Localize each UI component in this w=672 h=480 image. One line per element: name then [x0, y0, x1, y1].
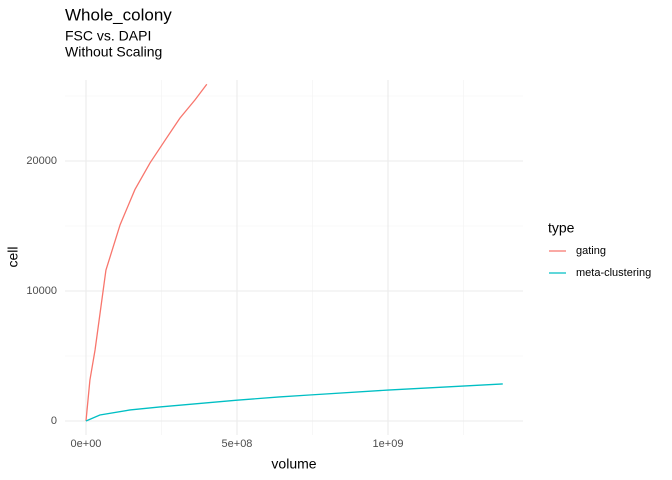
chart-subtitle: FSC vs. DAPI — [65, 28, 151, 44]
grid — [65, 80, 523, 435]
legend-label: gating — [576, 245, 606, 257]
y-tick-label: 10000 — [26, 285, 57, 297]
legend-label: meta-clustering — [576, 267, 651, 279]
x-tick-label: 5e+08 — [222, 438, 253, 450]
y-axis-label: cell — [5, 246, 21, 267]
chart-subtitle: Without Scaling — [65, 44, 162, 60]
y-tick-label: 0 — [51, 415, 57, 427]
legend-title: type — [548, 220, 575, 236]
line — [85, 383, 503, 422]
x-axis-label: volume — [271, 456, 316, 472]
chart-title: Whole_colony — [65, 5, 172, 24]
y-tick-label: 20000 — [26, 155, 57, 167]
x-tick-label: 0e+00 — [71, 438, 102, 450]
x-tick-label: 1e+09 — [373, 438, 404, 450]
line — [85, 83, 208, 422]
